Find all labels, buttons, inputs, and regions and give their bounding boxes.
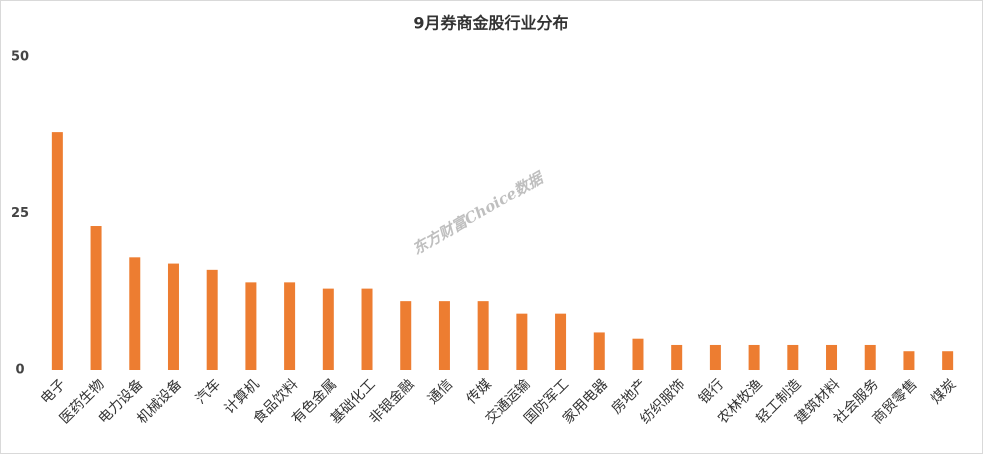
bar — [903, 351, 915, 370]
y-tick-label: 50 — [11, 50, 29, 65]
bar — [284, 282, 296, 370]
bar — [400, 301, 412, 370]
bar — [555, 313, 567, 370]
bar — [748, 344, 760, 370]
bar — [826, 344, 838, 370]
bar — [438, 301, 450, 370]
bar — [516, 313, 528, 370]
bar — [477, 301, 489, 370]
bar — [167, 263, 179, 370]
bar — [361, 288, 373, 370]
bar — [787, 344, 799, 370]
chart-title: 9月券商金股行业分布 — [413, 14, 568, 33]
bar — [593, 332, 605, 370]
bar — [322, 288, 334, 370]
bar — [245, 282, 257, 370]
y-tick-label: 25 — [11, 206, 29, 221]
bar — [632, 338, 644, 370]
bar — [671, 344, 683, 370]
bar — [206, 269, 218, 370]
bar — [90, 226, 102, 370]
bar — [864, 344, 876, 370]
y-tick-label: 0 — [15, 363, 24, 378]
bar — [129, 257, 141, 370]
bar — [942, 351, 954, 370]
bar — [709, 344, 721, 370]
bar — [51, 132, 63, 370]
